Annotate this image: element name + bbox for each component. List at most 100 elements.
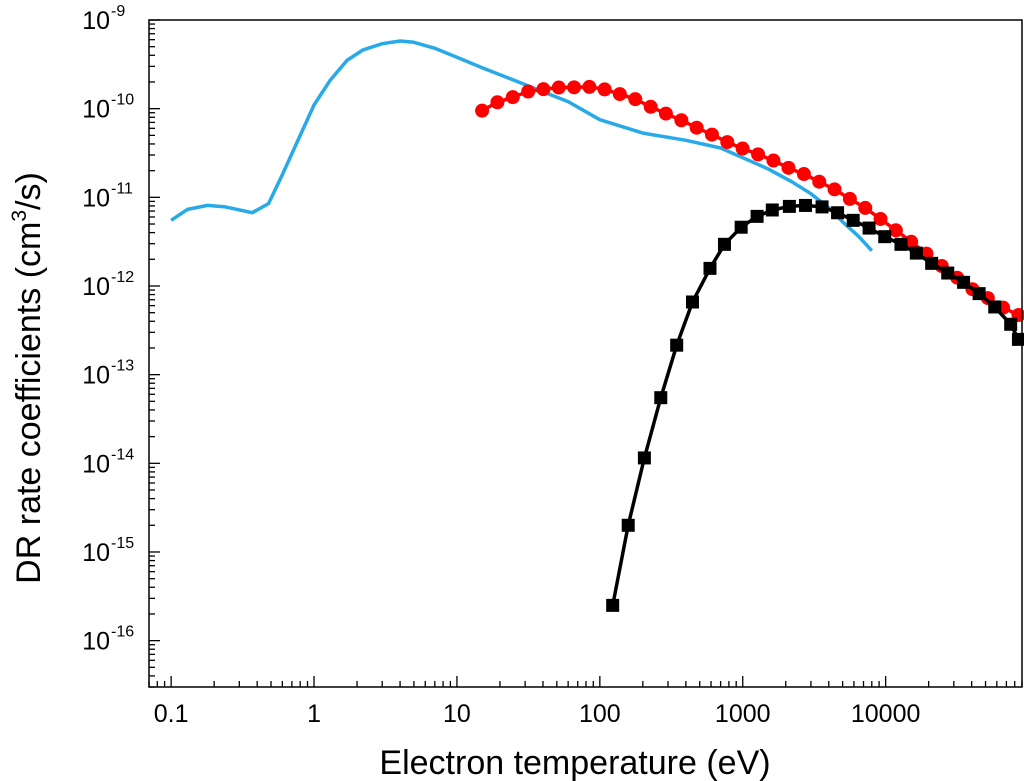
red-circle-marker [643, 99, 658, 114]
ticks-layer [148, 19, 1023, 688]
black-square-marker [988, 300, 1002, 314]
black-square-marker [637, 451, 651, 465]
x-axis-title: Electron temperature (eV) [379, 744, 770, 781]
x-tick-label: 1 [307, 700, 321, 728]
red-circle-marker [551, 80, 566, 95]
black-square-marker [734, 220, 748, 234]
x-tick-label: 100 [579, 700, 621, 728]
red-circle-marker [612, 87, 627, 102]
y-axis-title: DR rate coefficients (cm3/s) [8, 172, 48, 584]
y-tick-label-exponent: -15 [111, 535, 134, 552]
x-tick-label: 10 [443, 700, 471, 728]
labels-layer: 0.1 1 10 100 1000 1000010-1610-1510-1410-1310… [82, 3, 920, 728]
black-square-marker [846, 213, 860, 227]
red-circle-marker [536, 82, 551, 97]
black-square-marker [1004, 317, 1018, 331]
red-circle-marker [567, 80, 582, 95]
black-square-marker [909, 246, 923, 260]
red-circle-marker [582, 79, 597, 94]
y-tick-label-base: 10 [82, 628, 110, 656]
y-tick-label-exponent: -9 [111, 3, 125, 20]
black-square-marker [799, 198, 813, 212]
red-circle-marker [904, 234, 919, 249]
y-tick-label: 10 [82, 450, 110, 478]
y-tick-label: 10 [82, 273, 110, 301]
red-circle-marker [704, 127, 719, 142]
y-tick-label: 10 [82, 7, 110, 35]
y-tick-label-base: 10 [82, 96, 110, 124]
y-axis-title-prefix: DR rate coefficients (cm [10, 222, 48, 584]
series-layer [170, 39, 1024, 612]
black-square-marker [972, 287, 986, 301]
y-tick-label: 10 [82, 628, 110, 656]
red-circle-marker [827, 182, 842, 197]
black-square-marker [621, 518, 635, 532]
red-circle-marker [812, 174, 827, 189]
black-square-marker [957, 275, 971, 289]
black-square-marker [815, 200, 829, 214]
y-tick-label: 10 [82, 362, 110, 390]
black-square-marker [878, 230, 892, 244]
y-tick-label: 10 [82, 184, 110, 212]
black-square-marker [765, 203, 779, 217]
red-circles-line [481, 85, 1020, 317]
black-square-marker [703, 261, 717, 275]
black-square-marker [670, 338, 684, 352]
black-square-marker [654, 391, 668, 405]
red-circle-marker [781, 160, 796, 175]
black-squares-line [610, 203, 1021, 606]
plot-frame [148, 19, 1023, 688]
red-circle-marker [597, 82, 612, 97]
red-circle-marker [490, 95, 505, 110]
red-circle-marker [766, 153, 781, 168]
black-square-marker [862, 221, 876, 235]
red-circle-marker [858, 200, 873, 215]
black-square-marker [1011, 332, 1024, 346]
y-tick-label-base: 10 [82, 450, 110, 478]
y-tick-label-base: 10 [82, 273, 110, 301]
y-tick-label: 10 [82, 539, 110, 567]
red-circle-marker [796, 167, 811, 182]
y-tick-label-exponent: -13 [111, 358, 134, 375]
light-blue-curve-line [170, 39, 874, 252]
y-tick-label-base: 10 [82, 539, 110, 567]
black-squares [606, 198, 1024, 612]
y-tick-label-base: 10 [82, 184, 110, 212]
red-circle-marker [505, 90, 520, 105]
red-circle-marker [674, 113, 689, 128]
black-square-marker [831, 206, 845, 220]
black-square-marker [606, 598, 620, 612]
red-circle-marker [628, 92, 643, 107]
y-axis-title-sup: 3 [8, 210, 31, 222]
black-square-marker [685, 295, 699, 309]
red-circle-marker [658, 106, 673, 121]
y-tick-label-exponent: -14 [111, 446, 134, 463]
red-circle-marker [720, 135, 735, 150]
y-tick-label-exponent: -11 [111, 180, 133, 197]
y-axis-title-suffix: /s) [10, 172, 48, 210]
red-circle-marker [751, 147, 766, 162]
black-square-marker [941, 266, 955, 280]
y-tick-label-exponent: -16 [111, 624, 134, 641]
x-tick-label: 1000 [715, 700, 771, 728]
x-tick-label: 0.1 [154, 700, 189, 728]
black-square-marker [925, 256, 939, 270]
red-circle-marker [735, 141, 750, 156]
red-circle-marker [689, 120, 704, 135]
red-circle-marker [888, 223, 903, 238]
red-circle-marker [521, 84, 536, 99]
y-tick-label-base: 10 [82, 362, 110, 390]
light-blue-curve [170, 39, 874, 252]
red-circle-marker [873, 211, 888, 226]
x-tick-label: 10000 [851, 700, 921, 728]
red-circles [475, 79, 1024, 323]
y-tick-label-exponent: -12 [111, 269, 134, 286]
red-circle-marker [842, 191, 857, 206]
y-tick-label-exponent: -10 [111, 92, 134, 109]
black-square-marker [717, 237, 731, 251]
y-tick-label: 10 [82, 96, 110, 124]
red-circle-marker [475, 103, 490, 118]
black-square-marker [750, 209, 764, 223]
black-square-marker [782, 199, 796, 213]
